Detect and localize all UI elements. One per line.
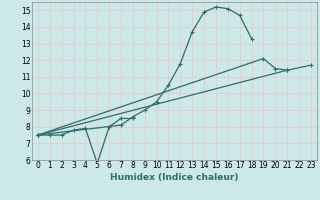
X-axis label: Humidex (Indice chaleur): Humidex (Indice chaleur) [110,173,239,182]
